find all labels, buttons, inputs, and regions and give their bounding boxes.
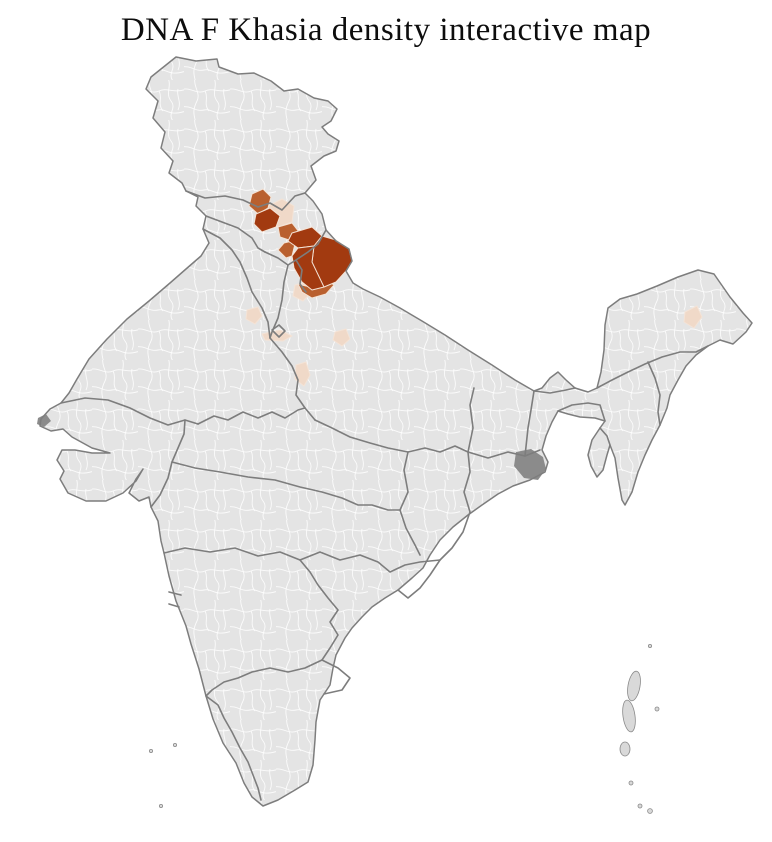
island[interactable]: [148, 749, 153, 754]
district-medium[interactable]: [248, 188, 272, 215]
island[interactable]: [628, 780, 634, 786]
district-low[interactable]: [683, 305, 703, 329]
island[interactable]: [158, 804, 163, 809]
island[interactable]: [648, 644, 653, 649]
island-groups[interactable]: [148, 644, 660, 814]
island[interactable]: [654, 706, 660, 712]
island[interactable]: [647, 808, 653, 814]
island[interactable]: [621, 699, 637, 733]
district-low[interactable]: [332, 328, 351, 347]
island[interactable]: [619, 741, 631, 757]
island[interactable]: [625, 670, 642, 702]
state-borders: [60, 190, 709, 801]
district-low[interactable]: [245, 306, 263, 325]
island[interactable]: [637, 803, 643, 809]
district-texture-layer: [40, 57, 752, 806]
island[interactable]: [172, 743, 177, 748]
page-title: DNA F Khasia density interactive map: [120, 12, 652, 48]
delta-shading: [37, 414, 546, 480]
district-high[interactable]: [253, 207, 281, 233]
